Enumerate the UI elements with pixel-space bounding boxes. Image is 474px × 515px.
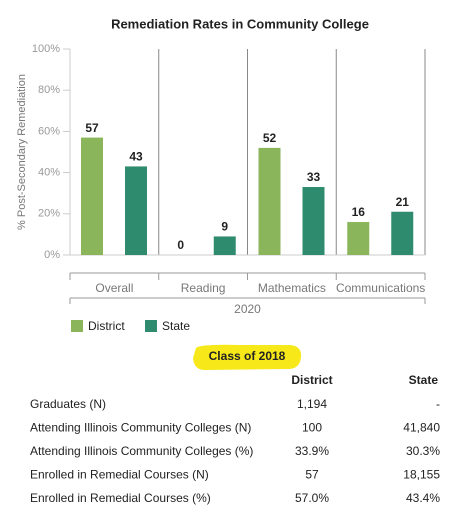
bar	[213, 236, 236, 255]
y-tick-label: 100%	[32, 43, 60, 55]
row-label: Enrolled in Remedial Courses (N)	[30, 468, 209, 482]
x-tick-label: Communications	[336, 281, 425, 295]
bar	[391, 211, 414, 255]
cell: 100	[302, 421, 322, 435]
table-title: Class of 2018	[209, 349, 286, 363]
x-tick-label: Mathematics	[258, 281, 326, 295]
cell: 41,840	[403, 421, 440, 435]
data-label: 21	[396, 195, 410, 209]
bar	[125, 166, 147, 255]
cell: 43.4%	[406, 491, 440, 505]
row-label: Attending Illinois Community Colleges (N…	[30, 421, 251, 435]
y-tick-label: 20%	[38, 208, 60, 220]
y-tick-label: 60%	[38, 125, 60, 137]
column-header: State	[409, 373, 439, 387]
y-tick-label: 80%	[38, 84, 60, 96]
legend-swatch	[71, 320, 83, 332]
data-label: 52	[263, 131, 277, 145]
cell: 33.9%	[295, 444, 329, 458]
y-tick-label: 40%	[38, 167, 60, 179]
highlight	[193, 344, 302, 370]
data-label: 33	[307, 170, 321, 184]
x-tick-label: Overall	[95, 281, 133, 295]
bar	[81, 137, 103, 255]
row-label: Graduates (N)	[30, 397, 106, 411]
column-header: District	[291, 373, 332, 387]
data-label: 0	[177, 238, 184, 252]
data-label: 43	[129, 150, 143, 164]
bar	[347, 222, 370, 255]
data-label: 16	[352, 205, 366, 219]
legend-label: District	[88, 319, 125, 333]
data-label: 57	[85, 121, 99, 135]
cell: 1,194	[297, 397, 327, 411]
legend-label: State	[162, 319, 190, 333]
legend-swatch	[145, 320, 157, 332]
cell: 18,155	[403, 468, 440, 482]
row-label: Attending Illinois Community Colleges (%…	[30, 444, 253, 458]
cell: 30.3%	[406, 444, 440, 458]
row-label: Enrolled in Remedial Courses (%)	[30, 491, 211, 505]
cell: 57.0%	[295, 491, 329, 505]
y-tick-label: 0%	[44, 249, 60, 261]
y-axis-label: % Post-Secondary Remediation	[16, 74, 28, 230]
cell: -	[436, 397, 440, 411]
x-tick-label: Reading	[181, 281, 226, 295]
cell: 57	[305, 468, 319, 482]
data-label: 9	[221, 220, 228, 234]
bar	[302, 187, 325, 255]
bar	[258, 147, 281, 255]
chart-title: Remediation Rates in Community College	[111, 16, 369, 31]
x-axis-label: 2020	[234, 302, 261, 316]
